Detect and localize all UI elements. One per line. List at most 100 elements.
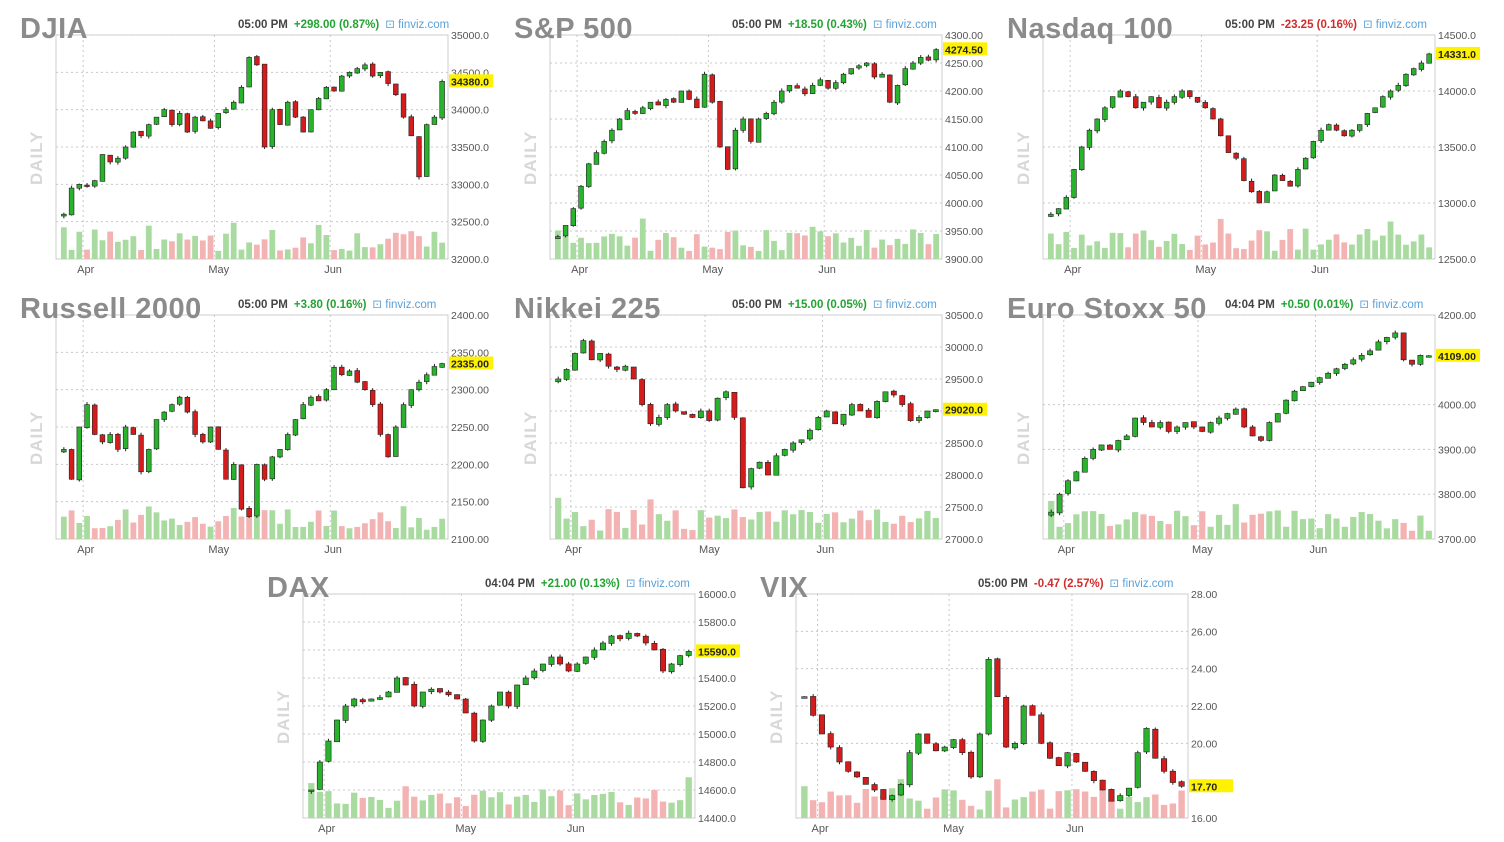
candle: [836, 747, 843, 763]
volume-bar: [1179, 244, 1185, 259]
candle: [1202, 102, 1208, 109]
candle: [647, 404, 654, 425]
candle: [394, 677, 401, 693]
candle: [354, 370, 360, 383]
candle: [424, 124, 430, 177]
volume-bar: [778, 250, 785, 259]
volume-bar: [1194, 235, 1201, 259]
quote-time: 05:00 PM: [1225, 19, 1275, 31]
finviz-icon: ⊡: [1359, 299, 1373, 311]
source-link[interactable]: ⊡ finviz.com: [372, 299, 436, 311]
volume-bar: [845, 795, 852, 818]
volume-bar: [323, 235, 330, 259]
volume-bar: [408, 527, 415, 539]
chart-panel-nasdaq-100: 14500.0 14000.0 13500.0 13000.0 12500.0 Apr Ma…: [1007, 13, 1487, 283]
volume-bar: [1395, 234, 1402, 259]
source-link[interactable]: ⊡ finviz.com: [1359, 299, 1423, 311]
source-text: finviz.com: [1122, 578, 1174, 590]
source-link[interactable]: ⊡ finviz.com: [1110, 578, 1174, 590]
volume-bar: [269, 510, 276, 539]
y-tick-label: 14800.0: [698, 757, 736, 769]
volume-bar: [818, 802, 826, 818]
source-link[interactable]: ⊡ finviz.com: [626, 578, 690, 590]
chart-title: Nikkei 225: [514, 293, 661, 325]
candle: [889, 795, 896, 800]
volume-bar: [582, 799, 589, 818]
volume-bar: [840, 242, 847, 259]
candle: [557, 656, 564, 665]
volume-bar: [865, 520, 872, 539]
volume-bar: [672, 510, 679, 539]
candle: [169, 404, 175, 412]
volume-bar: [284, 249, 291, 259]
volume-bar: [153, 512, 160, 539]
source-link[interactable]: ⊡ finviz.com: [873, 19, 937, 31]
volume-bar: [488, 797, 495, 818]
volume-bar: [591, 795, 598, 818]
volume-bar: [91, 229, 98, 259]
volume-bar: [802, 235, 808, 259]
candle: [827, 733, 834, 748]
volume-bar: [1283, 526, 1290, 539]
volume-bar: [817, 231, 824, 259]
last-price-label: 15590.0: [698, 646, 736, 658]
candle: [223, 449, 229, 480]
candle: [1020, 705, 1027, 745]
candle: [1190, 421, 1197, 428]
volume-bar: [888, 788, 896, 818]
volume-bar: [1073, 514, 1080, 539]
volume-bar: [689, 530, 696, 539]
candle: [625, 632, 632, 639]
candle: [605, 353, 612, 367]
candle: [694, 98, 700, 109]
quote-time: 04:04 PM: [485, 578, 535, 590]
candle: [1367, 350, 1373, 356]
x-tick-label: Apr: [77, 544, 94, 556]
candle: [1099, 779, 1106, 791]
volume-bar: [1064, 523, 1072, 539]
volume-bar: [647, 499, 654, 539]
volume-bar: [815, 522, 822, 539]
candle: [393, 426, 399, 457]
source-link[interactable]: ⊡ finviz.com: [873, 299, 937, 311]
volume-bar: [1134, 802, 1141, 818]
candle: [1341, 363, 1348, 369]
source-link[interactable]: ⊡ finviz.com: [385, 19, 449, 31]
volume-bar: [739, 517, 746, 539]
volume-bar: [99, 527, 106, 539]
y-tick-label: 22.00: [1191, 701, 1217, 713]
volume-bar: [1217, 218, 1224, 259]
volume-bar: [1274, 510, 1281, 539]
candle: [61, 213, 67, 217]
volume-bar: [1410, 241, 1417, 259]
candle: [368, 698, 375, 702]
candle: [385, 71, 391, 84]
volume-bar: [68, 510, 75, 539]
volume-bar: [411, 796, 418, 818]
volume-bar: [639, 218, 646, 259]
volume-bar: [1056, 526, 1063, 539]
candle: [1179, 90, 1185, 98]
candle: [354, 68, 360, 74]
volume-bar: [823, 513, 830, 539]
candle: [890, 390, 897, 396]
volume-bar: [616, 236, 623, 259]
candle: [608, 635, 615, 644]
candle: [1387, 90, 1394, 98]
candle: [285, 434, 291, 450]
volume-bar: [1341, 526, 1348, 539]
source-link[interactable]: ⊡ finviz.com: [1363, 19, 1427, 31]
volume-bar: [840, 522, 847, 539]
candle: [1055, 208, 1062, 215]
volume-bar: [924, 510, 931, 539]
candle: [400, 404, 407, 428]
candle: [277, 449, 283, 458]
last-price-label: 4274.50: [945, 44, 983, 56]
volume-bar: [230, 222, 237, 259]
x-tick-label: Apr: [571, 264, 588, 276]
candle: [68, 449, 75, 480]
candle: [915, 733, 922, 754]
candle: [686, 90, 692, 100]
candle: [1350, 359, 1357, 365]
candle: [672, 403, 679, 412]
